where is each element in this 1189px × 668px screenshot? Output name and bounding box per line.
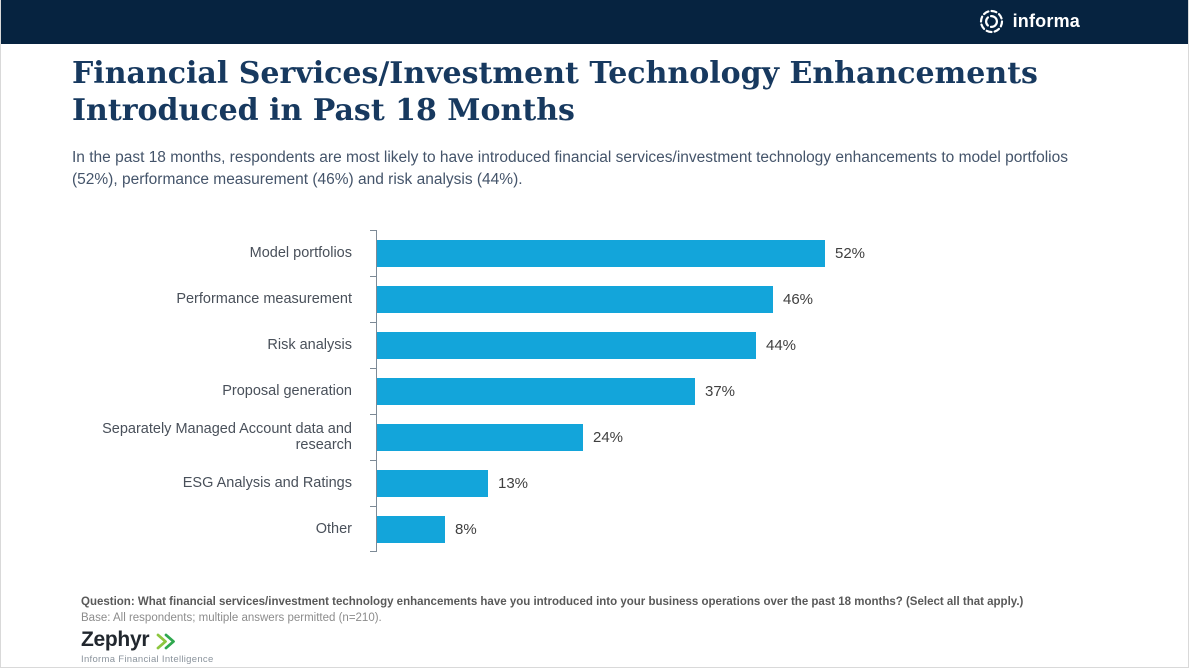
bar-area: 24% bbox=[376, 423, 926, 451]
category-label: ESG Analysis and Ratings bbox=[182, 475, 352, 491]
category-label: Model portfolios bbox=[249, 245, 352, 261]
page-title: Financial Services/Investment Technology… bbox=[72, 56, 1038, 128]
zephyr-chevrons-icon bbox=[156, 633, 177, 650]
axis-tick bbox=[370, 368, 376, 369]
informa-logo: informa bbox=[978, 8, 1080, 35]
chart-row: ESG Analysis and Ratings 13% bbox=[66, 460, 926, 506]
informa-wordmark: informa bbox=[1012, 11, 1080, 31]
category-label: Performance measurement bbox=[176, 291, 352, 307]
chart-row: Separately Managed Account data and rese… bbox=[66, 414, 926, 460]
bar-area: 52% bbox=[376, 239, 926, 267]
category-label: Separately Managed Account data and rese… bbox=[102, 421, 352, 453]
axis-tick bbox=[370, 506, 376, 507]
bar-value-label: 46% bbox=[783, 290, 814, 308]
bar bbox=[376, 469, 488, 497]
axis-tick bbox=[370, 414, 376, 415]
category-label: Proposal generation bbox=[222, 383, 352, 399]
bar bbox=[376, 377, 695, 405]
y-axis-line bbox=[376, 230, 377, 552]
bar-area: 13% bbox=[376, 469, 926, 497]
axis-tick bbox=[370, 322, 376, 323]
bar-value-label: 24% bbox=[593, 428, 624, 446]
bar bbox=[376, 423, 583, 451]
bar bbox=[376, 239, 825, 267]
footnote-base: Base: All respondents; multiple answers … bbox=[81, 611, 382, 624]
bar bbox=[376, 515, 445, 543]
axis-tick bbox=[370, 276, 376, 277]
chart-row: Other 8% bbox=[66, 506, 926, 552]
axis-tick bbox=[370, 551, 376, 552]
bar-value-label: 52% bbox=[835, 244, 866, 262]
bar-area: 46% bbox=[376, 285, 926, 313]
zephyr-wordmark: Zephyr bbox=[81, 628, 150, 651]
chart-row: Performance measurement 46% bbox=[66, 276, 926, 322]
zephyr-tagline: Informa Financial Intelligence bbox=[81, 654, 214, 665]
bar bbox=[376, 331, 756, 359]
chart-row: Model portfolios 52% bbox=[66, 230, 926, 276]
category-label: Risk analysis bbox=[267, 337, 352, 353]
footnote-question: Question: What financial services/invest… bbox=[81, 596, 1024, 608]
axis-tick bbox=[370, 460, 376, 461]
chart-row: Risk analysis 44% bbox=[66, 322, 926, 368]
zephyr-logo: Zephyr Informa Financial Intelligence bbox=[81, 628, 214, 665]
informa-swirl-icon bbox=[978, 8, 1005, 35]
bar-value-label: 8% bbox=[455, 520, 477, 538]
bar bbox=[376, 285, 773, 313]
bar-value-label: 37% bbox=[705, 382, 736, 400]
bar-value-label: 44% bbox=[766, 336, 797, 354]
chart-plot: Model portfolios 52% Performance measureme… bbox=[66, 230, 926, 552]
axis-tick bbox=[370, 230, 376, 231]
bar-area: 8% bbox=[376, 515, 926, 543]
bar-value-label: 13% bbox=[498, 474, 529, 492]
chart-row: Proposal generation 37% bbox=[66, 368, 926, 414]
footnote: Question: What financial services/invest… bbox=[81, 595, 1023, 626]
bar-chart: Model portfolios 52% Performance measureme… bbox=[66, 230, 966, 552]
page-subtitle: In the past 18 months, respondents are m… bbox=[72, 149, 1068, 188]
bar-area: 37% bbox=[376, 377, 926, 405]
category-label: Other bbox=[315, 521, 352, 537]
header-bar: informa bbox=[1, 0, 1188, 44]
bar-area: 44% bbox=[376, 331, 926, 359]
